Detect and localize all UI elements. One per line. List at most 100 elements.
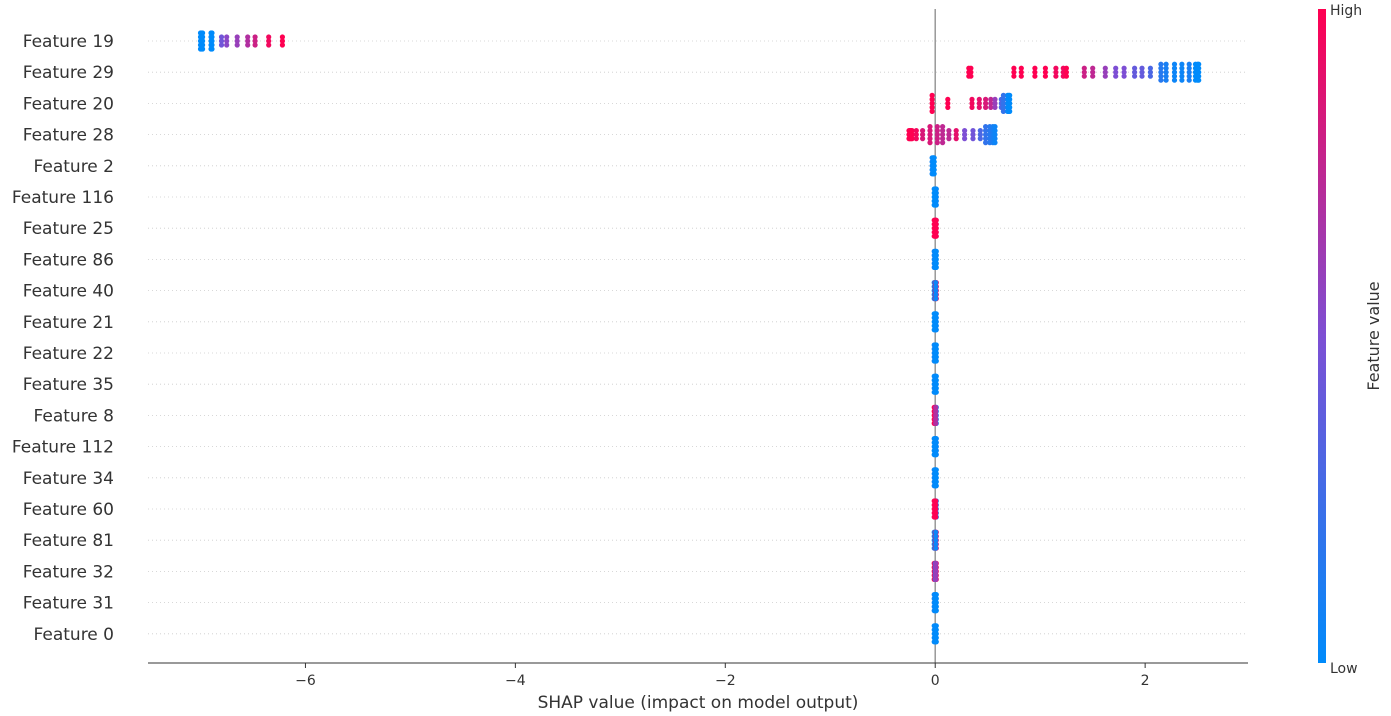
shap-point: [933, 342, 939, 348]
shap-point: [1007, 100, 1013, 106]
shap-point: [992, 136, 998, 142]
shap-point: [933, 404, 939, 410]
shap-point: [1063, 73, 1069, 79]
shap-point: [933, 311, 939, 317]
shap-point: [913, 128, 919, 134]
feature-label: Feature 86: [23, 250, 114, 270]
shap-point: [252, 42, 258, 48]
shap-point: [1186, 73, 1192, 79]
shap-point: [931, 159, 937, 165]
shap-point: [1007, 92, 1013, 98]
shap-point: [1053, 65, 1059, 71]
shap-point: [1113, 65, 1119, 71]
shap-point: [933, 225, 939, 231]
shap-point: [933, 568, 939, 575]
shap-point: [945, 104, 951, 110]
shap-point: [933, 502, 939, 508]
shap-point: [940, 124, 946, 130]
shap-point: [1158, 65, 1164, 71]
shap-point: [992, 96, 998, 102]
shap-point: [933, 564, 939, 571]
shap-point: [929, 108, 935, 114]
shap-point: [1032, 73, 1038, 79]
shap-point: [953, 136, 959, 142]
shap-point: [933, 198, 939, 204]
shap-point: [209, 38, 215, 44]
shap-point: [933, 608, 939, 614]
shap-point: [1042, 69, 1048, 75]
shap-point: [934, 124, 940, 130]
shap-point: [245, 38, 251, 44]
shap-point: [953, 132, 959, 138]
x-tick-label: −6: [295, 673, 316, 689]
gridlines: [148, 40, 1248, 635]
shap-point: [953, 128, 959, 134]
feature-label: Feature 32: [23, 562, 114, 582]
feature-labels: Feature 19 Feature 29 Feature 20 Feature 28…: [12, 32, 114, 645]
shap-point: [946, 128, 952, 134]
shap-point: [234, 42, 240, 48]
shap-point: [920, 132, 926, 138]
shap-point: [245, 42, 251, 48]
shap-point: [970, 132, 976, 138]
shap-point: [1032, 69, 1038, 75]
feature-label: Feature 20: [23, 94, 114, 114]
shap-point: [1179, 73, 1185, 79]
shap-point: [933, 467, 939, 473]
colorbar-low-label: Low: [1330, 661, 1358, 677]
shap-point: [977, 132, 983, 138]
shap-point: [933, 264, 939, 270]
shap-point: [940, 140, 946, 146]
shap-point: [983, 128, 989, 134]
shap-point: [929, 100, 935, 106]
shap-point: [234, 34, 240, 40]
shap-point: [929, 92, 935, 98]
feature-label: Feature 116: [12, 188, 114, 208]
shap-point: [1179, 61, 1185, 67]
shap-point: [933, 420, 939, 426]
shap-point: [933, 389, 939, 395]
shap-point: [933, 506, 939, 512]
shap-point: [933, 514, 939, 520]
feature-label: Feature 35: [23, 375, 114, 395]
shap-point: [1179, 77, 1185, 83]
shap-point: [931, 155, 937, 161]
shap-point: [933, 358, 939, 364]
shap-point: [933, 436, 939, 442]
shap-point: [933, 385, 939, 391]
shap-point: [933, 631, 939, 637]
colorbar: [1318, 9, 1326, 663]
shap-point: [992, 100, 998, 106]
x-axis-label: SHAP value (impact on model output): [538, 693, 859, 712]
shap-point: [913, 136, 919, 142]
shap-point: [1007, 104, 1013, 110]
shap-point: [933, 440, 939, 446]
feature-label: Feature 60: [23, 500, 114, 520]
shap-point: [968, 65, 974, 71]
shap-point: [962, 132, 968, 138]
shap-point: [1158, 61, 1164, 67]
shap-point: [224, 38, 230, 44]
feature-label: Feature 29: [23, 63, 114, 83]
shap-point: [279, 34, 285, 40]
shap-point: [218, 38, 225, 44]
shap-point: [1179, 65, 1185, 71]
shap-point: [933, 381, 939, 387]
shap-point: [1158, 77, 1164, 83]
shap-point: [992, 140, 998, 146]
shap-point: [933, 292, 939, 298]
shap-point: [1186, 61, 1192, 67]
shap-point: [1196, 61, 1202, 67]
shap-point: [1163, 77, 1169, 83]
feature-label: Feature 8: [34, 406, 114, 426]
shap-point: [933, 186, 939, 192]
shap-point: [913, 132, 919, 138]
shap-point: [1042, 65, 1048, 71]
shap-point: [266, 42, 272, 48]
shap-point: [200, 38, 206, 44]
shap-point: [200, 30, 206, 36]
shap-point: [920, 128, 926, 134]
shap-point: [1163, 69, 1169, 75]
shap-point: [934, 128, 940, 134]
